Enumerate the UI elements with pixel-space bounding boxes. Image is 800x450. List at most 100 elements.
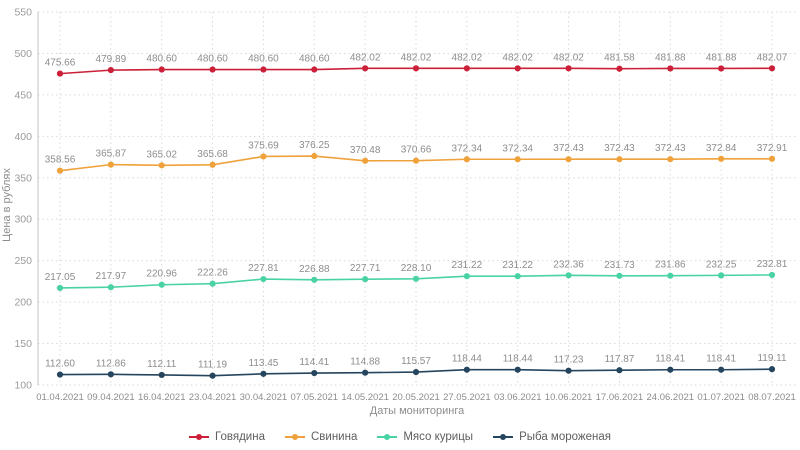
data-point[interactable] <box>463 273 470 280</box>
data-label: 222.26 <box>197 268 228 279</box>
data-point[interactable] <box>565 156 572 163</box>
x-tick-label: 23.04.2021 <box>189 392 237 403</box>
data-label: 112.86 <box>96 358 126 369</box>
data-label: 372.43 <box>553 143 584 154</box>
data-label: 117.87 <box>605 354 635 365</box>
data-point[interactable] <box>514 65 521 72</box>
data-point[interactable] <box>412 157 420 164</box>
y-tick-label: 300 <box>14 214 32 226</box>
data-label: 482.02 <box>502 52 533 63</box>
data-point[interactable] <box>362 65 369 72</box>
data-point[interactable] <box>412 275 420 282</box>
data-point[interactable] <box>667 272 674 279</box>
data-point[interactable] <box>616 156 623 163</box>
data-point[interactable] <box>311 152 318 160</box>
data-point[interactable] <box>107 371 114 378</box>
data-label: 111.19 <box>198 360 228 371</box>
data-point[interactable] <box>209 66 216 73</box>
legend-item-2[interactable]: Мясо курицы <box>377 431 473 443</box>
data-label: 365.87 <box>96 149 127 160</box>
legend-label: Мясо курицы <box>403 431 474 443</box>
data-point[interactable] <box>718 272 725 279</box>
data-label: 231.22 <box>452 260 483 271</box>
legend-item-3[interactable]: Рыба мороженая <box>493 431 611 443</box>
data-point[interactable] <box>56 167 64 174</box>
data-label: 231.22 <box>502 260 533 271</box>
data-point[interactable] <box>768 65 776 72</box>
data-point[interactable] <box>616 367 623 374</box>
data-point[interactable] <box>158 281 165 288</box>
data-label: 228.10 <box>401 263 432 274</box>
data-point[interactable] <box>56 371 64 378</box>
data-point[interactable] <box>209 161 216 168</box>
y-tick-label: 450 <box>14 89 32 101</box>
data-point[interactable] <box>514 273 521 280</box>
data-label: 232.81 <box>757 259 788 270</box>
x-tick-label: 14.05.2021 <box>341 392 389 403</box>
data-point[interactable] <box>158 162 165 169</box>
data-label: 118.44 <box>503 354 533 365</box>
legend-item-1[interactable]: Свинина <box>284 431 357 443</box>
data-point[interactable] <box>158 371 165 379</box>
data-point[interactable] <box>565 272 572 279</box>
data-point[interactable] <box>311 369 318 377</box>
data-point[interactable] <box>311 66 318 73</box>
data-point[interactable] <box>768 366 776 373</box>
data-label: 112.60 <box>45 359 75 370</box>
data-point[interactable] <box>209 372 216 379</box>
data-point[interactable] <box>56 284 64 292</box>
data-point[interactable] <box>768 271 776 279</box>
data-point[interactable] <box>209 280 216 287</box>
data-label: 481.88 <box>706 52 737 63</box>
data-label: 372.43 <box>604 143 635 154</box>
data-point[interactable] <box>107 161 114 168</box>
data-point[interactable] <box>260 153 267 160</box>
data-point[interactable] <box>107 284 114 291</box>
x-tick-label: 03.06.2021 <box>494 392 542 403</box>
legend-label: Рыба мороженая <box>519 431 611 443</box>
data-label: 358.56 <box>45 155 76 166</box>
data-point[interactable] <box>260 275 267 283</box>
data-label: 480.60 <box>299 54 330 65</box>
data-point[interactable] <box>718 366 725 373</box>
y-tick-label: 250 <box>14 255 32 267</box>
price-chart: Цена в рублях Даты мониторинга 100 150 200… <box>1 7 796 417</box>
data-point[interactable] <box>565 367 572 374</box>
data-point[interactable] <box>362 369 369 376</box>
x-tick-label: 17.06.2021 <box>596 392 644 403</box>
data-point[interactable] <box>718 65 725 72</box>
data-label: 232.36 <box>553 259 584 270</box>
data-point[interactable] <box>718 155 725 162</box>
data-label: 372.43 <box>655 143 686 154</box>
legend-item-0[interactable]: Говядина <box>189 431 265 443</box>
data-point[interactable] <box>616 272 623 279</box>
data-point[interactable] <box>565 65 572 72</box>
data-point[interactable] <box>514 366 521 373</box>
x-tick-label: 08.07.2021 <box>748 392 796 403</box>
data-point[interactable] <box>616 65 623 72</box>
data-point[interactable] <box>463 65 470 72</box>
data-point[interactable] <box>56 70 64 77</box>
data-label: 232.25 <box>706 259 737 270</box>
data-label: 372.34 <box>502 143 533 154</box>
y-tick-label: 400 <box>14 131 32 143</box>
data-point[interactable] <box>412 368 420 376</box>
data-point[interactable] <box>362 276 369 283</box>
data-point[interactable] <box>158 66 165 73</box>
data-point[interactable] <box>667 366 674 373</box>
data-point[interactable] <box>311 276 318 283</box>
data-label: 220.96 <box>146 269 177 280</box>
data-point[interactable] <box>667 65 674 72</box>
data-point[interactable] <box>260 370 267 377</box>
data-point[interactable] <box>107 67 114 74</box>
data-point[interactable] <box>362 157 369 164</box>
data-point[interactable] <box>667 156 674 163</box>
data-point[interactable] <box>412 65 420 72</box>
data-point[interactable] <box>463 366 470 373</box>
data-point[interactable] <box>768 155 776 162</box>
data-point[interactable] <box>514 156 521 163</box>
data-point[interactable] <box>463 156 470 163</box>
data-point[interactable] <box>260 66 267 73</box>
data-label: 118.41 <box>706 354 736 365</box>
